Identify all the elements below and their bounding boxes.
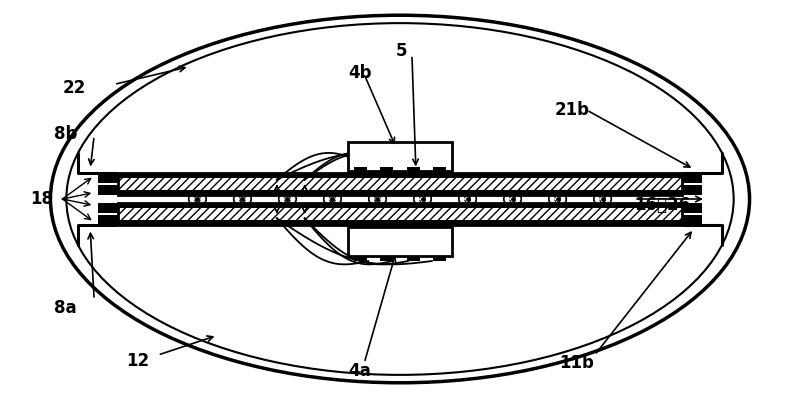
Text: 8a: 8a <box>54 298 77 317</box>
Bar <box>98 173 118 183</box>
Bar <box>381 256 393 261</box>
Bar <box>348 227 452 256</box>
Text: 4b: 4b <box>348 64 372 82</box>
Text: 21b: 21b <box>555 101 590 119</box>
Bar <box>682 173 702 183</box>
Bar <box>118 173 682 178</box>
Text: 5: 5 <box>396 42 407 60</box>
Bar <box>98 203 118 213</box>
Bar <box>354 256 366 261</box>
Bar <box>348 142 452 171</box>
Text: 4a: 4a <box>348 362 371 380</box>
Text: 22: 22 <box>62 79 86 98</box>
Bar <box>354 167 366 171</box>
Bar <box>118 190 682 195</box>
Text: 12: 12 <box>126 352 149 370</box>
Bar <box>434 167 446 171</box>
Bar <box>407 167 419 171</box>
Text: 16、26: 16、26 <box>634 196 690 214</box>
Bar <box>118 173 682 195</box>
Bar <box>682 203 702 213</box>
Text: 8b: 8b <box>54 125 78 143</box>
Bar <box>682 215 702 225</box>
Text: 11b: 11b <box>559 354 594 372</box>
Bar <box>98 215 118 225</box>
Bar <box>682 185 702 195</box>
Bar <box>98 185 118 195</box>
Bar <box>381 167 393 171</box>
Bar <box>118 203 682 208</box>
Bar <box>118 203 682 225</box>
Bar <box>434 256 446 261</box>
Text: 18: 18 <box>30 190 54 208</box>
Bar <box>118 220 682 225</box>
Bar <box>407 256 419 261</box>
